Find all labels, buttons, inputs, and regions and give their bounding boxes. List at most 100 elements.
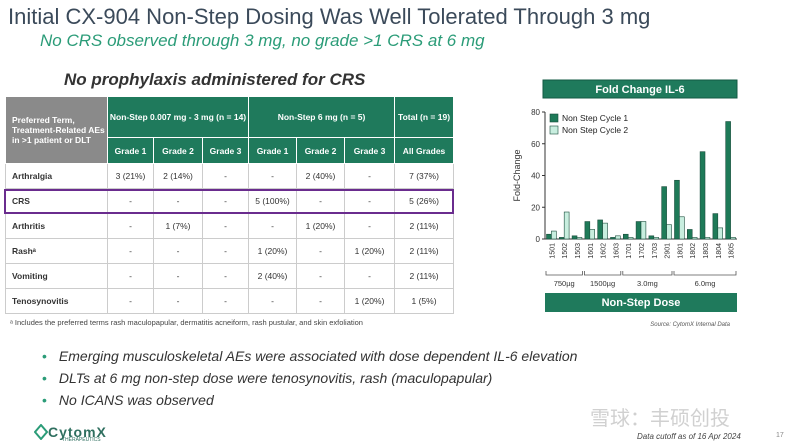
bullet: DLTs at 6 mg non-step dose were tenosyno…	[59, 370, 577, 386]
y-tick-label: 40	[531, 172, 540, 181]
bar	[635, 221, 642, 240]
highlight-box	[4, 189, 454, 214]
subheader: Grade 3	[344, 137, 396, 164]
y-tick-label: 80	[531, 108, 540, 117]
legend-label: Non Step Cycle 1	[562, 113, 628, 123]
table-row: Vomiting - - -2 (40%) - -2 (11%)	[5, 263, 455, 289]
table-cell: 1 (20%)	[344, 238, 396, 264]
bar	[610, 237, 616, 240]
group-label: 750µg	[554, 279, 575, 288]
bar	[602, 222, 608, 240]
table-heading: No prophylaxis administered for CRS	[64, 70, 366, 89]
x-tick-label: 1501	[549, 243, 556, 259]
table-cell: 1 (20%)	[248, 238, 298, 264]
bar	[674, 179, 680, 240]
table-row: Arthralgia 3 (21%) 2 (14%) - -2 (40%) -7 (37%…	[5, 163, 455, 189]
table-cell: -	[201, 288, 250, 314]
bar	[589, 229, 596, 240]
bullet: Emerging musculoskeletal AEs were associ…	[59, 348, 578, 364]
subheader: Grade 2	[296, 137, 346, 164]
x-tick-label: 1703	[652, 243, 659, 259]
table-cell: -	[201, 213, 250, 239]
table-cell: 1 (20%)	[296, 213, 346, 239]
bar	[679, 216, 685, 240]
x-tick-label: 2901	[665, 243, 672, 259]
title-bar	[542, 79, 738, 99]
table-cell: -	[107, 288, 154, 314]
table-row: Arthritis -1 (7%) - -1 (20%) -2 (11%)	[5, 213, 455, 239]
y-tick-label: 20	[531, 203, 540, 212]
logo-subtext: THERAPEUTICS	[62, 437, 101, 443]
x-tick-label: 1701	[626, 243, 633, 259]
x-tick-label: 1801	[677, 243, 684, 259]
x-tick-label: 1803	[703, 243, 710, 259]
bar	[571, 235, 578, 240]
subheader: Grade 3	[201, 137, 250, 164]
x-tick-label: 1603	[613, 243, 620, 259]
subheader-row: Grade 1 Grade 2 Grade 3 Grade 1 Grade 2 Grade…	[6, 137, 455, 164]
bar	[584, 221, 591, 240]
x-tick-label: 1804	[716, 243, 723, 259]
bar	[661, 186, 667, 240]
table-cell: -	[107, 238, 154, 264]
y-tick-label: 0	[536, 235, 541, 244]
table-cell: 2 (40%)	[248, 263, 298, 289]
bar	[687, 229, 693, 240]
table-cell: -	[153, 238, 203, 264]
x-tick-label: 1503	[575, 243, 582, 259]
bar	[717, 227, 724, 240]
table-cell: -	[201, 238, 250, 264]
table-cell: -	[344, 213, 396, 239]
group-bracket	[545, 271, 583, 276]
table-cell: 2 (11%)	[394, 213, 455, 239]
chart: Fold Change IL-6 Fold-Change 0 20 40 60 80 1501…	[512, 79, 738, 328]
group-bracket	[584, 271, 622, 276]
slide-subtitle: No CRS observed through 3 mg, no grade >…	[40, 31, 485, 50]
legend-label: Non Step Cycle 2	[562, 125, 628, 135]
table-cell: -	[201, 263, 250, 289]
legend-swatch	[549, 113, 559, 123]
group-label: 1500µg	[590, 279, 615, 288]
table-cell: 1 (20%)	[344, 288, 396, 314]
table-cell: -	[201, 163, 250, 189]
x-tick-label: 1802	[690, 243, 697, 259]
table-cell: -	[248, 163, 298, 189]
bar	[615, 235, 621, 240]
bar	[725, 121, 731, 240]
table-cell: -	[153, 288, 203, 314]
bar	[558, 237, 565, 240]
table-cell: 2 (40%)	[296, 163, 346, 189]
group-header: Total (n = 19)	[394, 96, 455, 138]
row-label: Rashᵃ	[5, 238, 108, 264]
row-label: Vomiting	[5, 263, 108, 289]
table-cell: -	[248, 213, 298, 239]
table-row: Rashᵃ - - -1 (20%) -1 (20%) 2 (11%)	[5, 238, 455, 264]
bar	[666, 224, 672, 240]
ae-table: Preferred Term, Treatment-Related AEs in…	[5, 96, 455, 314]
bar	[623, 233, 629, 240]
row-label: Arthritis	[5, 213, 108, 239]
table-cell: -	[344, 263, 396, 289]
bar	[691, 237, 698, 240]
x-label-bar	[545, 293, 737, 312]
logo-text: CytomX	[48, 424, 107, 440]
x-tick-label: 1502	[562, 243, 569, 259]
bar	[627, 237, 634, 240]
bar	[597, 219, 603, 240]
table-cell: -	[248, 288, 298, 314]
chart-title: Fold Change IL-6	[595, 84, 684, 96]
watermark: 雪球：丰硕创投	[590, 408, 730, 430]
corner-header: Preferred Term, Treatment-Related AEs in…	[5, 96, 108, 164]
bullet: No ICANS was observed	[59, 392, 577, 408]
table-cell: 1 (7%)	[153, 213, 203, 239]
group-header: Non-Step 0.007 mg - 3 mg (n = 14)	[106, 96, 250, 138]
subheader: Grade 1	[107, 137, 154, 164]
bar	[648, 235, 655, 240]
bullet-list: Emerging musculoskeletal AEs were associ…	[59, 348, 578, 414]
page-number: 17	[776, 432, 784, 439]
table-cell: -	[344, 163, 396, 189]
slide-title: Initial CX-904 Non-Step Dosing Was Well …	[8, 4, 651, 29]
group-label: 3.0mg	[637, 279, 658, 288]
x-tick-label: 1602	[601, 243, 608, 259]
